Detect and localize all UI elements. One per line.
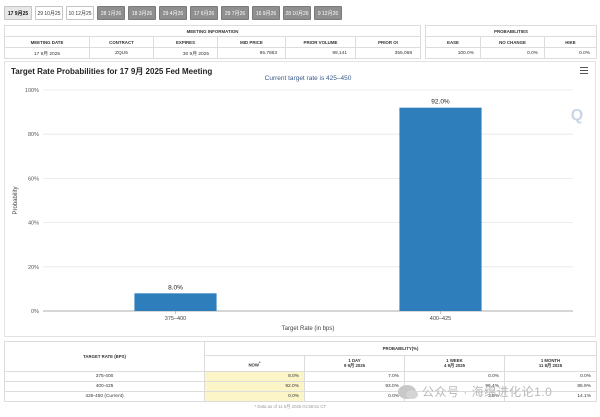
date-tab[interactable]: 29 7月26 <box>221 6 249 20</box>
target-rate-chart: 0% 20% 40% 60% 80% 100% 8.0% 375–400 92.0% 400–42… <box>4 61 596 337</box>
cell-month: 14.1% <box>504 391 597 402</box>
chart-title: Target Rate Probabilities for 17 9月 2025… <box>11 67 213 76</box>
table-row: 400-425 92.0% 93.0% 96.4% 85.9% <box>4 381 597 392</box>
date-tab[interactable]: 16 9月26 <box>252 6 280 20</box>
col-meeting-date: MEETING DATE <box>4 36 90 48</box>
cell-week: 0.0% <box>404 371 505 382</box>
prior-volume-value: 99,141 <box>285 47 356 59</box>
probability-group-header: PROBABILITY(%) <box>204 341 597 356</box>
col-ease: EASE <box>425 36 481 48</box>
x-tick-label: 400–425 <box>430 316 451 322</box>
x-tick-label: 375–400 <box>165 316 186 322</box>
date-tab[interactable]: 18 3月26 <box>128 6 156 20</box>
col-prior-volume: PRIOR VOLUME <box>285 36 356 48</box>
cell-rate: 400-425 <box>4 381 205 392</box>
plot-area <box>43 90 573 311</box>
meeting-date-tabs: 17 9月25 29 10月25 10 12月25 28 1月26 18 3月26 29 … <box>4 6 342 20</box>
expires-value: 30 9月 2025 <box>153 47 218 59</box>
table-row: 425-450 (Current) 0.0% 0.0% 3.6% 14.1% <box>4 391 597 402</box>
col-target-rate: TARGET RATE (BPS) <box>4 341 205 372</box>
y-tick-label: 40% <box>28 221 39 227</box>
col-1-day: 1 DAY 9 9月 2025 <box>304 355 405 372</box>
data-label: 92.0% <box>431 99 450 106</box>
watermark-text: 公众号 · 海绵进化论1.0 <box>422 385 553 399</box>
data-timestamp-note: * Data as of 11 9月 2025 01:58:51 CT <box>254 403 327 409</box>
col-contract: CONTRACT <box>89 36 154 48</box>
col-1-week: 1 WEEK 4 9月 2025 <box>404 355 505 372</box>
mid-price-value: 95.7863 <box>217 47 286 59</box>
x-axis-title: Target Rate (in bps) <box>282 326 335 332</box>
meeting-date-value: 17 9月 2025 <box>4 47 90 59</box>
col-mid-price: MID PRICE <box>217 36 286 48</box>
wechat-icon <box>398 384 418 399</box>
watermark: 公众号 · 海绵进化论1.0 <box>398 383 552 400</box>
col-expires: EXPIRES <box>153 36 218 48</box>
cell-month: 0.0% <box>504 371 597 382</box>
cell-now: 0.0% <box>204 391 305 402</box>
date-tab[interactable]: 29 10月25 <box>35 6 63 20</box>
cell-day: 0.0% <box>304 391 405 402</box>
bar <box>134 293 217 311</box>
hike-value: 0.0% <box>544 47 597 59</box>
menu-icon[interactable] <box>580 67 588 75</box>
col-1-month: 1 MONTH 11 8月 2025 <box>504 355 597 372</box>
probabilities-header: PROBABILITIES <box>425 25 597 37</box>
cell-day: 93.0% <box>304 381 405 392</box>
bar <box>399 107 482 312</box>
contract-value: ZQU5 <box>89 47 154 59</box>
col-now: NOW* <box>204 355 305 372</box>
y-tick-label: 80% <box>28 132 39 138</box>
date-tab[interactable]: 29 4月26 <box>159 6 187 20</box>
date-tab[interactable]: 10 12月25 <box>66 6 94 20</box>
meeting-information-header: MEETING INFORMATION <box>4 25 421 37</box>
y-axis-title: Probability <box>13 186 19 214</box>
col-no-change: NO CHANGE <box>480 36 545 48</box>
chart-subtitle: Current target rate is 425–450 <box>265 75 352 82</box>
date-tab[interactable]: 17 9月25 <box>4 6 32 20</box>
data-label: 8.0% <box>168 284 183 291</box>
cell-rate: 375-400 <box>4 371 205 382</box>
q-logo-icon: Q <box>571 107 583 124</box>
date-tab[interactable]: 28 1月26 <box>97 6 125 20</box>
cell-day: 7.0% <box>304 371 405 382</box>
cell-rate: 425-450 (Current) <box>4 391 205 402</box>
date-tab[interactable]: 9 12月26 <box>314 6 342 20</box>
no-change-value: 0.0% <box>480 47 545 59</box>
cell-now: 8.0% <box>204 371 305 382</box>
y-tick-label: 100% <box>25 88 39 94</box>
prior-oi-value: 355,068 <box>355 47 421 59</box>
probabilities-table: PROBABILITIES EASE NO CHANGE HIKE 100.0%… <box>425 25 597 59</box>
cell-now: 92.0% <box>204 381 305 392</box>
y-tick-label: 60% <box>28 176 39 182</box>
date-tab[interactable]: 17 6月26 <box>190 6 218 20</box>
y-tick-label: 0% <box>31 309 39 315</box>
meeting-information-table: MEETING INFORMATION MEETING DATE CONTRAC… <box>4 25 421 59</box>
y-tick-label: 20% <box>28 265 39 271</box>
probability-history-table: TARGET RATE (BPS) PROBABILITY(%) NOW* 1 … <box>4 341 597 412</box>
col-hike: HIKE <box>544 36 597 48</box>
date-tab[interactable]: 28 10月26 <box>283 6 311 20</box>
chart-canvas: 0% 20% 40% 60% 80% 100% 8.0% 375–400 92.0% 400–42… <box>13 75 583 332</box>
col-prior-oi: PRIOR OI <box>355 36 421 48</box>
ease-value: 100.0% <box>425 47 481 59</box>
table-row: 375-400 8.0% 7.0% 0.0% 0.0% <box>4 371 597 382</box>
